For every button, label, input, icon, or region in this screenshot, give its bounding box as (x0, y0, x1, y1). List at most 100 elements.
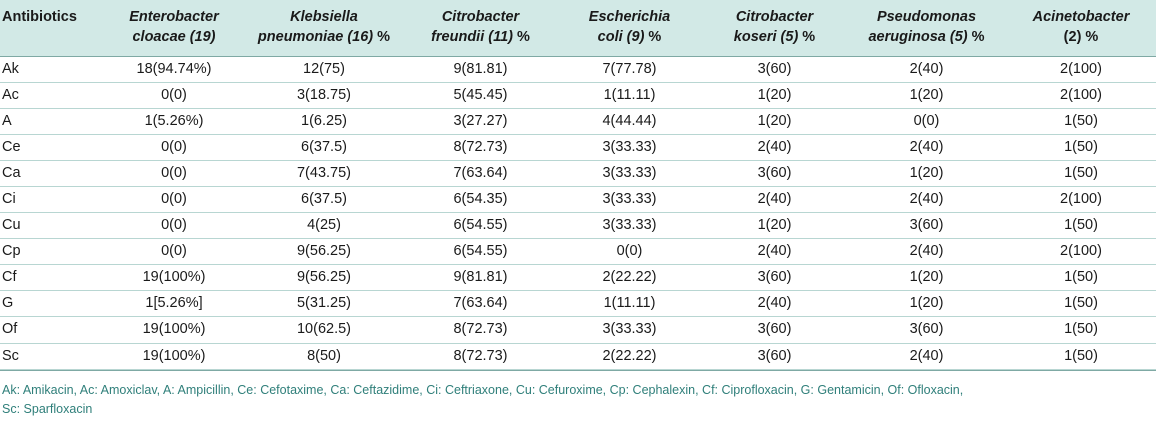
table-cell: 2(100) (1060, 60, 1102, 77)
table-cell: 0(0) (161, 217, 187, 234)
table-cell: 2(100) (1060, 243, 1102, 260)
table-cell: 3(60) (757, 321, 792, 338)
table-cell: 2(40) (909, 138, 944, 155)
table-cell: 1(20) (757, 217, 792, 234)
table-cell: 2(100) (1060, 191, 1102, 208)
header-citrobacter-koseri: Citrobacter koseri (5) % (733, 9, 816, 45)
table-cell: 3(33.33) (602, 138, 657, 155)
table-cell: 2(22.22) (602, 347, 657, 364)
table-cell: 9(81.81) (453, 269, 508, 286)
table-cell: 9(56.25) (296, 243, 351, 260)
antibiotic-susceptibility-table: Antibiotics Enterobacter cloacae (19) Kle… (0, 0, 1156, 370)
table-cell: 2(22.22) (602, 269, 657, 286)
table-cell: 1(20) (909, 295, 944, 312)
table-cell: 6(54.55) (453, 217, 508, 234)
table-cell: 1(6.25) (301, 112, 347, 129)
header-klebsiella-pneumoniae: Klebsiella pneumoniae (16) % (257, 9, 391, 45)
table-body: Ak 18(94.74%) 12(75) 9(81.81) 7(77.78) 3(60) 2… (0, 56, 1156, 370)
table-row: Ak 18(94.74%) 12(75) 9(81.81) 7(77.78) 3(60) 2… (0, 56, 1156, 83)
table-cell: 4(25) (307, 217, 341, 234)
table-cell: 6(37.5) (301, 191, 347, 208)
table-cell: 3(60) (757, 347, 792, 364)
header-enterobacter-cloacae: Enterobacter cloacae (19) (129, 9, 219, 45)
table-row: Cp 0(0) 9(56.25) 6(54.55) 0(0) 2(40) 2(40) 2(10… (0, 238, 1156, 265)
table-cell: 2(40) (909, 60, 944, 77)
antibiotic-code-cell: Cp (2, 243, 21, 260)
table-cell: 6(54.55) (453, 243, 508, 260)
table-row: Cu 0(0) 4(25) 6(54.55) 3(33.33) 1(20) 3(60) 1(5… (0, 212, 1156, 239)
table-cell: 9(81.81) (453, 60, 508, 77)
table-cell: 1(20) (909, 86, 944, 103)
table-row: G 1[5.26%] 5(31.25) 7(63.64) 1(11.11) 2(40) 1(… (0, 290, 1156, 317)
table-footnote: Ak: Amikacin, Ac: Amoxiclav, A: Ampicill… (0, 370, 1156, 419)
table-cell: 7(43.75) (296, 164, 351, 181)
table-cell: 8(72.73) (453, 138, 508, 155)
table-cell: 6(37.5) (301, 138, 347, 155)
header-citrobacter-freundii: Citrobacter freundii (11) % (431, 9, 530, 45)
table-cell: 0(0) (161, 164, 187, 181)
table-cell: 1(20) (757, 86, 792, 103)
table-cell: 2(40) (757, 295, 792, 312)
table-cell: 18(94.74%) (136, 60, 212, 77)
table-cell: 3(60) (757, 269, 792, 286)
table-cell: 1(11.11) (603, 295, 656, 312)
table-cell: 2(40) (757, 138, 792, 155)
table-cell: 1(11.11) (603, 86, 656, 103)
table-cell: 1(50) (1064, 112, 1098, 129)
table-header-row: Antibiotics Enterobacter cloacae (19) Kle… (0, 0, 1156, 56)
table-cell: 3(27.27) (453, 112, 508, 129)
table-cell: 0(0) (913, 112, 940, 129)
table-cell: 19(100%) (142, 269, 206, 286)
antibiotic-code-cell: Ca (2, 164, 21, 181)
table-cell: 1(50) (1064, 321, 1098, 338)
table-cell: 6(54.35) (453, 191, 508, 208)
table-cell: 0(0) (161, 191, 187, 208)
table-cell: 1[5.26%] (145, 295, 203, 312)
table-cell: 0(0) (161, 243, 187, 260)
table-cell: 3(33.33) (602, 164, 657, 181)
antibiotic-code-cell: Of (2, 321, 18, 338)
table-cell: 2(40) (909, 243, 944, 260)
table-cell: 5(45.45) (453, 86, 508, 103)
table-row: Of 19(100%) 10(62.5) 8(72.73) 3(33.33) 3(60) 3… (0, 316, 1156, 344)
table-row: Ac 0(0) 3(18.75) 5(45.45) 1(11.11) 1(20) 1(20)… (0, 82, 1156, 109)
table-cell: 2(40) (757, 191, 792, 208)
table-cell: 1(50) (1064, 295, 1098, 312)
table-cell: 3(33.33) (602, 217, 657, 234)
table-row: Cf 19(100%) 9(56.25) 9(81.81) 2(22.22) 3(60) 1… (0, 264, 1156, 291)
table-cell: 2(40) (909, 191, 944, 208)
table-cell: 7(77.78) (602, 60, 657, 77)
antibiotic-code-cell: Ak (2, 60, 19, 77)
antibiotic-code-cell: Cu (2, 217, 21, 234)
table-cell: 1(50) (1064, 217, 1098, 234)
table-row: Ca 0(0) 7(43.75) 7(63.64) 3(33.33) 3(60) 1(20)… (0, 160, 1156, 187)
table-cell: 19(100%) (142, 347, 206, 364)
table-cell: 10(62.5) (296, 321, 351, 338)
table-cell: 7(63.64) (453, 164, 508, 181)
table-cell: 4(44.44) (602, 112, 657, 129)
table-cell: 2(40) (757, 243, 792, 260)
table-cell: 3(33.33) (602, 191, 657, 208)
table-cell: 2(40) (909, 347, 944, 364)
table-cell: 3(60) (909, 217, 944, 234)
table-cell: 8(72.73) (453, 347, 508, 364)
header-acinetobacter: Acinetobacter (2) % (1032, 9, 1130, 45)
table-row: Ce 0(0) 6(37.5) 8(72.73) 3(33.33) 2(40) 2(40) 1… (0, 134, 1156, 161)
table-cell: 1(20) (909, 269, 944, 286)
table-cell: 9(56.25) (296, 269, 351, 286)
table-cell: 1(5.26%) (144, 112, 204, 129)
header-antibiotics: Antibiotics (2, 9, 77, 25)
table-cell: 1(50) (1064, 138, 1098, 155)
table-cell: 19(100%) (142, 321, 206, 338)
table-cell: 12(75) (303, 60, 345, 77)
table-cell: 1(50) (1064, 269, 1098, 286)
table-cell: 8(72.73) (453, 321, 508, 338)
table-cell: 1(50) (1064, 164, 1098, 181)
footnote-line-1: Ak: Amikacin, Ac: Amoxiclav, A: Ampicill… (2, 383, 964, 397)
antibiotic-code-cell: Ac (2, 86, 19, 103)
table-cell: 5(31.25) (296, 295, 351, 312)
antibiotic-code-cell: A (2, 112, 12, 129)
table-cell: 3(60) (757, 60, 792, 77)
table-cell: 3(33.33) (602, 321, 657, 338)
